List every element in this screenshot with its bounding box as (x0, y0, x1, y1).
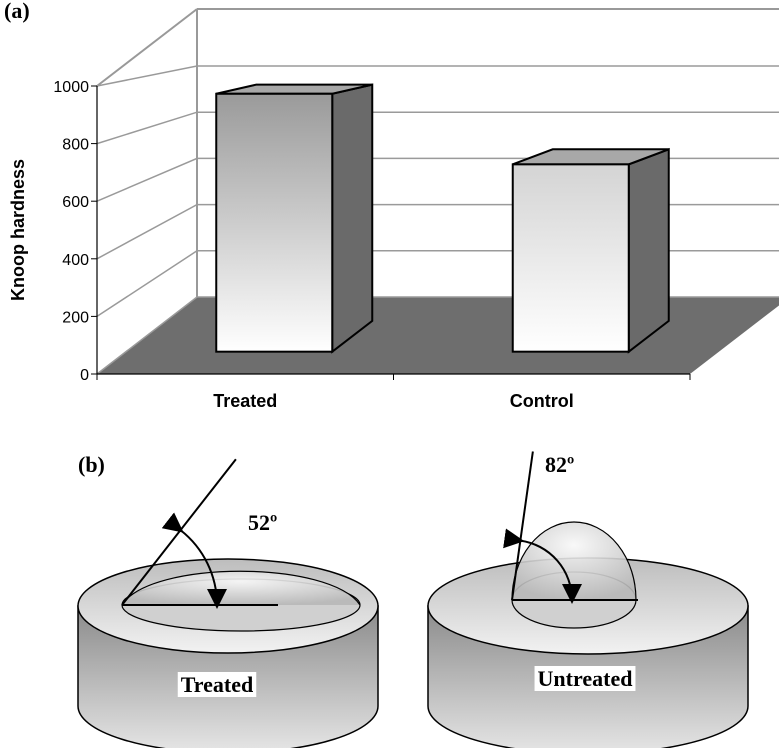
floor (97, 297, 779, 374)
grid-line (96, 65, 779, 87)
bar-chart: (a) Knoop hardness 0 200 400 600 800 1000 Trea… (4, 0, 779, 411)
bar-side (627, 147, 670, 354)
y-tick-label: 200 (62, 309, 89, 326)
y-tick-label: 600 (62, 194, 89, 211)
wall-edge (96, 8, 198, 87)
bar (215, 92, 334, 353)
x-tick-label: Treated (213, 391, 277, 411)
y-tick-label: 1000 (53, 79, 89, 96)
angle-arc (503, 528, 582, 604)
diagram: (b) 52º Treated 82º Untreated (77, 451, 749, 748)
drop (511, 521, 637, 601)
angle-arc (161, 512, 227, 609)
x-tick-label: Control (510, 391, 574, 411)
sample-label: Treated (181, 672, 254, 697)
y-tick-label: 0 (80, 367, 89, 384)
bar-side (331, 83, 374, 354)
y-tick-label: 800 (62, 137, 89, 154)
y-tick-label: 400 (62, 252, 89, 269)
bar (511, 163, 630, 353)
sample-label: Untreated (538, 666, 633, 691)
label-box (534, 666, 636, 691)
angle-label: 82º (545, 452, 574, 477)
angle-label: 52º (248, 510, 277, 535)
label-box (177, 672, 257, 697)
panel-label: (a) (4, 0, 30, 23)
panel-label: (b) (78, 452, 105, 477)
y-axis-label: Knoop hardness (8, 159, 28, 301)
grid-line (96, 157, 779, 202)
grid-line (96, 111, 779, 145)
